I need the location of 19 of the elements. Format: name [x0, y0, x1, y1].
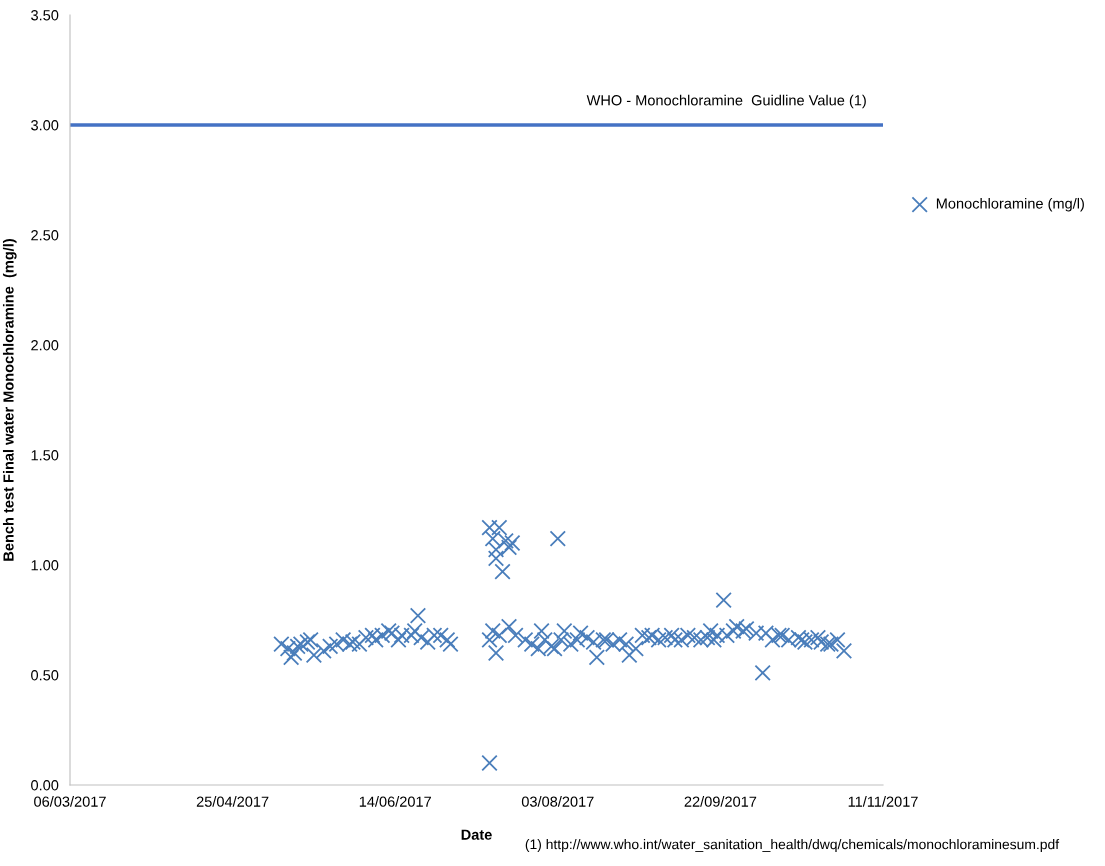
x-tick-label: 14/06/2017: [359, 796, 431, 807]
y-tick-label: 3.00: [31, 120, 59, 131]
x-axis-title: Date: [461, 829, 492, 840]
y-tick-label: 0.50: [31, 670, 59, 681]
y-tick-label: 1.00: [31, 560, 59, 571]
x-tick-label: 03/08/2017: [521, 796, 594, 807]
y-tick-label: 2.00: [31, 340, 59, 351]
x-tick-label: 06/03/2017: [34, 796, 106, 807]
x-tick-label: 25/04/2017: [196, 796, 269, 807]
text: (1) http://www.who.int/water_sanitation_health/dwq/chemicals/monochloraminesum.pdf: [525, 839, 1060, 852]
y-tick-label: 1.50: [31, 450, 59, 461]
y-tick-label: 2.50: [31, 230, 59, 241]
x-tick-label: 22/09/2017: [684, 796, 757, 807]
ref-line-label: WHO - Monochloramine Guidline Value (1): [586, 94, 866, 109]
y-axis-title: Bench test Final water Monochloramine (mg/l): [2, 239, 17, 561]
y-tick-label: 3.50: [31, 10, 59, 21]
y-tick-label: 0.00: [31, 780, 59, 791]
legend-label: Monochloramine (mg/l): [936, 197, 1084, 212]
x-tick-label: 11/11/2017: [848, 796, 918, 807]
